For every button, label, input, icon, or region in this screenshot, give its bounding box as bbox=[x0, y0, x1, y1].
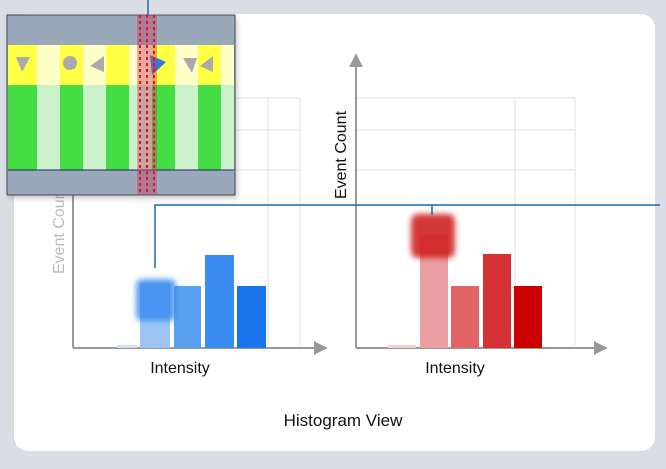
x-axis-label: Intensity bbox=[425, 360, 485, 377]
y-axis-label: Event Count bbox=[333, 110, 350, 199]
right-histogram: Intensity Event Count bbox=[333, 53, 608, 377]
x-axis-label: Intensity bbox=[150, 360, 210, 377]
caption: Histogram View bbox=[284, 411, 403, 430]
y-axis-label: Event Count bbox=[51, 185, 68, 274]
callouts bbox=[147, 0, 660, 268]
inset-view bbox=[6, 14, 237, 198]
